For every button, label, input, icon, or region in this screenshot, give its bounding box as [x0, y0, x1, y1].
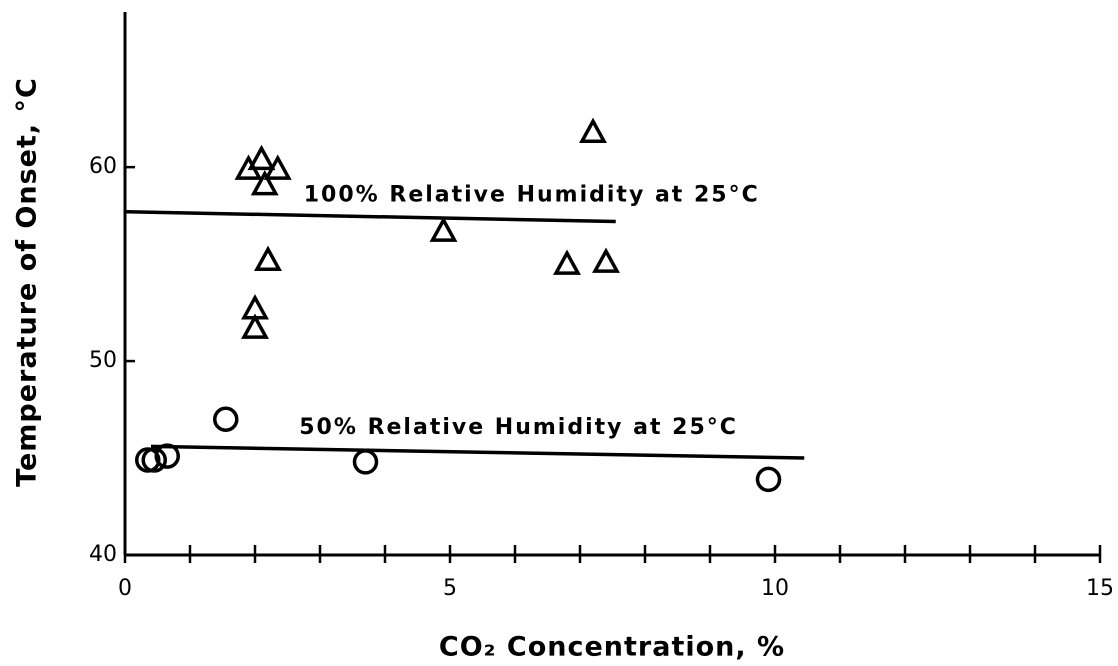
series-label: 100% Relative Humidity at 25°C: [304, 182, 760, 207]
point: [254, 245, 282, 271]
x-axis-label: CO₂ Concentration, %: [439, 632, 785, 663]
point: [250, 169, 279, 196]
point: [263, 154, 292, 180]
point: [141, 447, 167, 473]
point: [213, 406, 239, 432]
point: [755, 466, 782, 493]
point: [352, 449, 379, 475]
x-tick-label: 0: [118, 576, 132, 601]
point: [429, 216, 458, 242]
x-tick-label: 5: [443, 576, 457, 601]
point: [247, 144, 276, 171]
point: [592, 247, 620, 273]
y-tick-label: 60: [89, 154, 117, 179]
fit-line: [124, 209, 616, 224]
fit-line: [150, 444, 805, 460]
point: [579, 117, 607, 143]
point: [154, 443, 180, 469]
x-tick-label: 10: [761, 576, 789, 601]
point: [241, 313, 269, 339]
x-tick-label: 15: [1086, 576, 1114, 601]
y-tick-label: 50: [89, 348, 117, 373]
y-tick-label: 40: [89, 542, 117, 567]
y-axis-label: Temperature of Onset, °C: [12, 77, 43, 487]
series-label: 50% Relative Humidity at 25°C: [299, 415, 738, 440]
point: [553, 249, 581, 275]
